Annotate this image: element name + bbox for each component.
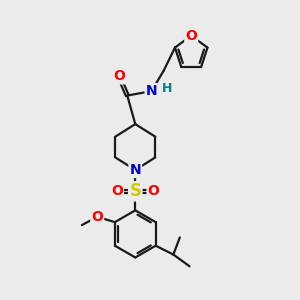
Text: N: N xyxy=(146,84,157,98)
Text: O: O xyxy=(113,69,125,83)
Text: O: O xyxy=(148,184,160,198)
Text: N: N xyxy=(130,163,141,177)
Text: O: O xyxy=(111,184,123,198)
Text: S: S xyxy=(129,182,141,200)
Text: O: O xyxy=(185,29,197,43)
Text: O: O xyxy=(91,210,103,224)
Text: H: H xyxy=(161,82,172,95)
